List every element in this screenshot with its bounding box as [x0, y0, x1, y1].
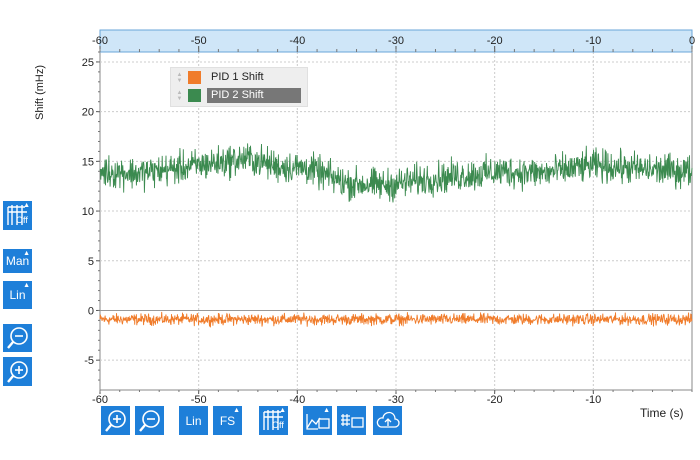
y-tick-label: 25: [82, 57, 94, 69]
dropdown-arrow-icon: ▲: [233, 407, 240, 414]
legend-label: PID 1 Shift: [211, 71, 264, 83]
x-zoom-in-button[interactable]: [100, 405, 131, 436]
legend-label: PID 2 Shift: [207, 88, 301, 103]
x-scale-type-button[interactable]: Lin: [178, 405, 209, 436]
bottom-tick-label: -40: [289, 394, 305, 406]
y-tick-label: 20: [82, 107, 94, 119]
scale-mode-label: Man: [5, 254, 30, 268]
dropdown-arrow-icon: ▲: [23, 250, 30, 257]
legend-swatch: [188, 71, 201, 84]
series-line-2: [99, 143, 693, 203]
cloud-upload-icon: [376, 411, 400, 428]
grid-toggle-button-bottom[interactable]: Off ▲: [258, 405, 289, 436]
top-tick-label: -10: [585, 35, 601, 47]
y-tick-label: 10: [82, 206, 94, 218]
x-zoom-out-button[interactable]: [134, 405, 165, 436]
export-button[interactable]: ▲: [302, 405, 333, 436]
bottom-tick-label: -50: [191, 394, 207, 406]
grid-icon: [6, 204, 27, 225]
fs-label: FS: [219, 413, 236, 428]
series-layer: [99, 143, 693, 328]
x-axis-label: Time (s): [640, 406, 684, 420]
grid-off-label: Off: [16, 215, 28, 225]
bottom-tick-label: -10: [585, 394, 601, 406]
grid-toggle-button[interactable]: Off ▲: [2, 200, 33, 231]
zoom-out-icon: [6, 327, 28, 349]
save-data-button[interactable]: [336, 405, 367, 436]
top-tick-label: -30: [388, 35, 404, 47]
zoom-out-icon: [138, 409, 160, 432]
grid-icon: [262, 409, 283, 430]
scale-mode-button[interactable]: Man ▲: [2, 248, 33, 274]
bottom-tick-label: -20: [487, 394, 503, 406]
legend-item-pid2[interactable]: ▲ ▼ PID 2 Shift: [175, 88, 301, 103]
zoom-in-icon: [104, 409, 126, 432]
fs-mode-button[interactable]: FS ▲: [212, 405, 243, 436]
dropdown-arrow-icon: ▲: [23, 202, 30, 209]
y-scale-type-button[interactable]: Lin ▲: [2, 280, 33, 310]
series-line-1: [99, 311, 693, 328]
y-zoom-out-button[interactable]: [2, 323, 33, 353]
y-tick-label: -5: [84, 355, 94, 367]
bottom-tick-label: -60: [92, 394, 108, 406]
dropdown-arrow-icon: ▲: [323, 407, 330, 414]
cloud-upload-button[interactable]: [372, 405, 403, 436]
y-tick-label: 5: [88, 256, 94, 268]
legend-item-pid1[interactable]: ▲ ▼ PID 1 Shift: [175, 70, 268, 85]
y-tick-label: 15: [82, 156, 94, 168]
dropdown-arrow-icon: ▲: [23, 282, 30, 289]
export-icon: [305, 413, 330, 430]
legend[interactable]: ▲ ▼ PID 1 Shift ▲ ▼ PID 2 Shift: [170, 67, 308, 107]
y-zoom-in-button[interactable]: [2, 356, 33, 387]
save-data-icon: [340, 413, 364, 428]
zoom-in-icon: [6, 360, 28, 383]
top-tick-label: -40: [289, 35, 305, 47]
y-tick-label: 0: [88, 305, 94, 317]
reorder-arrows-icon[interactable]: ▲ ▼: [176, 89, 183, 102]
axes: -60 -50 -40 -30 -20 -10 0 25 20 15 10 5 0 -5 -60 -50 -40…: [82, 29, 695, 406]
bottom-tick-label: -30: [388, 394, 404, 406]
top-tick-label: -20: [487, 35, 503, 47]
x-scale-label: Lin: [185, 413, 202, 428]
legend-swatch: [188, 89, 201, 102]
y-axis-label: Shift (mHz): [34, 65, 46, 120]
top-tick-label: 0: [689, 35, 695, 47]
grid-off-label: Off: [272, 420, 284, 430]
y-scale-label: Lin: [9, 288, 26, 302]
top-tick-label: -60: [92, 35, 108, 47]
dropdown-arrow-icon: ▲: [279, 407, 286, 414]
reorder-arrows-icon[interactable]: ▲ ▼: [176, 71, 183, 84]
top-tick-label: -50: [191, 35, 207, 47]
